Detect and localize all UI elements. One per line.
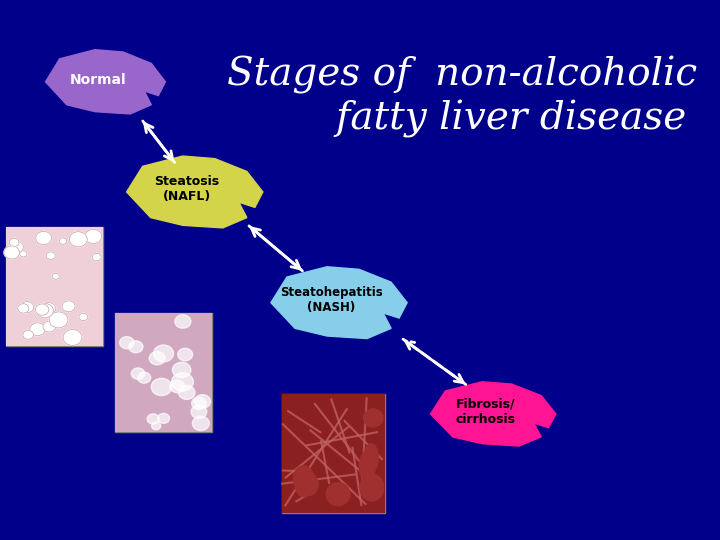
Circle shape [9, 241, 23, 253]
Ellipse shape [293, 466, 314, 491]
Bar [6, 227, 102, 346]
Circle shape [59, 238, 67, 244]
Circle shape [69, 232, 87, 247]
Circle shape [9, 238, 19, 247]
Circle shape [149, 352, 165, 365]
Circle shape [120, 336, 134, 349]
Circle shape [19, 251, 27, 257]
Circle shape [4, 246, 19, 259]
Circle shape [79, 313, 88, 321]
Circle shape [60, 319, 68, 325]
Circle shape [92, 253, 101, 261]
Circle shape [179, 386, 195, 400]
Circle shape [42, 302, 55, 314]
Circle shape [23, 330, 33, 339]
Circle shape [151, 378, 172, 396]
Text: Steatohepatitis
(NASH): Steatohepatitis (NASH) [279, 286, 382, 314]
Bar [115, 313, 212, 432]
Circle shape [171, 373, 193, 391]
Ellipse shape [359, 451, 375, 482]
Polygon shape [431, 382, 556, 446]
Circle shape [59, 320, 67, 327]
Circle shape [63, 329, 82, 346]
Ellipse shape [360, 474, 384, 501]
Circle shape [85, 230, 102, 244]
Circle shape [170, 380, 184, 393]
Bar [282, 394, 384, 513]
Circle shape [49, 312, 68, 328]
Circle shape [194, 395, 210, 408]
Circle shape [36, 303, 53, 318]
Bar [115, 313, 212, 432]
Ellipse shape [364, 444, 378, 472]
Circle shape [21, 302, 34, 313]
Ellipse shape [364, 409, 383, 427]
Circle shape [178, 348, 193, 361]
Circle shape [147, 414, 159, 424]
Polygon shape [45, 50, 166, 114]
Circle shape [172, 362, 191, 378]
Circle shape [152, 422, 161, 430]
Bar [6, 227, 102, 346]
Circle shape [53, 273, 59, 279]
Circle shape [36, 231, 52, 245]
Text: Fibrosis/
cirrhosis: Fibrosis/ cirrhosis [456, 397, 516, 426]
Circle shape [18, 303, 29, 313]
Circle shape [175, 315, 191, 328]
Bar [282, 394, 384, 513]
Circle shape [192, 416, 210, 430]
Text: Steatosis
(NAFL): Steatosis (NAFL) [154, 176, 220, 204]
Circle shape [129, 341, 143, 353]
Polygon shape [271, 267, 407, 339]
Text: Normal: Normal [70, 72, 127, 86]
Circle shape [138, 372, 150, 383]
Ellipse shape [326, 483, 350, 505]
Polygon shape [127, 156, 263, 228]
Circle shape [192, 397, 207, 409]
Circle shape [62, 301, 75, 312]
Circle shape [43, 321, 55, 332]
Ellipse shape [294, 469, 314, 497]
Circle shape [153, 345, 174, 362]
Text: Stages of  non-alcoholic
        fatty liver disease: Stages of non-alcoholic fatty liver dise… [227, 56, 697, 138]
Circle shape [131, 368, 145, 379]
Circle shape [30, 323, 45, 336]
Circle shape [35, 304, 49, 315]
Circle shape [46, 252, 55, 260]
Circle shape [191, 405, 207, 418]
Ellipse shape [300, 474, 318, 495]
Circle shape [158, 414, 169, 423]
